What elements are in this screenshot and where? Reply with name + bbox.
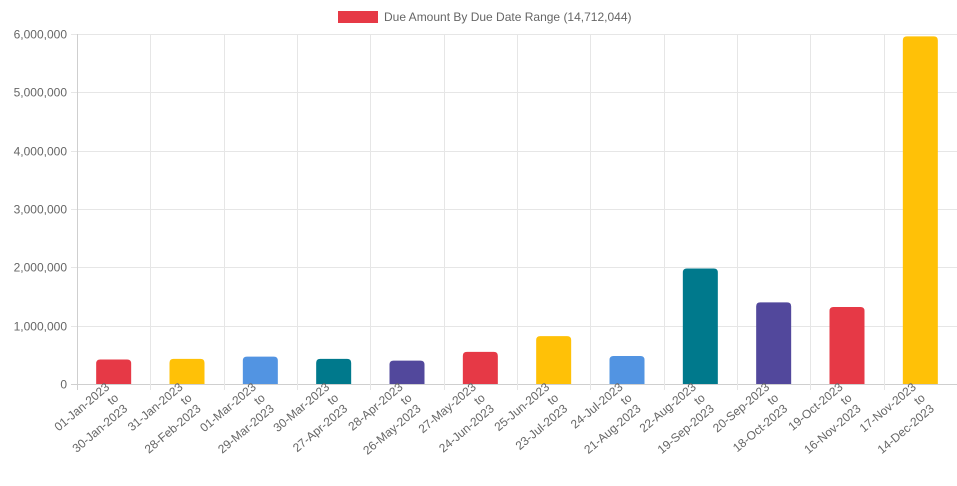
x-axis-ticks: 01-Jan-2023to30-Jan-202331-Jan-2023to28-… (52, 380, 938, 458)
bar-10[interactable] (756, 302, 792, 384)
bar-7[interactable] (536, 336, 572, 384)
y-tick-label: 2,000,000 (14, 261, 68, 275)
legend-label: Due Amount By Due Date Range (14,712,044… (384, 10, 632, 24)
bar-12[interactable] (902, 36, 938, 384)
bar-1[interactable] (96, 359, 132, 385)
y-tick-label: 4,000,000 (14, 145, 68, 159)
bar-11[interactable] (829, 307, 865, 384)
y-tick-label: 6,000,000 (14, 28, 68, 42)
bar-6[interactable] (462, 351, 498, 384)
y-tick-label: 5,000,000 (14, 86, 68, 100)
y-tick-label: 1,000,000 (14, 320, 68, 334)
bar-3[interactable] (242, 356, 278, 384)
bar-9[interactable] (682, 268, 718, 385)
legend[interactable]: Due Amount By Due Date Range (14,712,044… (338, 10, 632, 24)
bar-5[interactable] (389, 360, 425, 384)
bar-2[interactable] (169, 358, 205, 384)
bar-8[interactable] (609, 356, 645, 384)
grid (71, 34, 957, 390)
legend-swatch (338, 11, 378, 23)
y-tick-label: 0 (60, 378, 67, 392)
bars (96, 36, 938, 384)
y-axis-ticks: 0 1,000,000 2,000,000 3,000,000 4,000,000 5,0… (14, 28, 68, 392)
y-tick-label: 3,000,000 (14, 203, 68, 217)
bar-4[interactable] (316, 358, 352, 384)
